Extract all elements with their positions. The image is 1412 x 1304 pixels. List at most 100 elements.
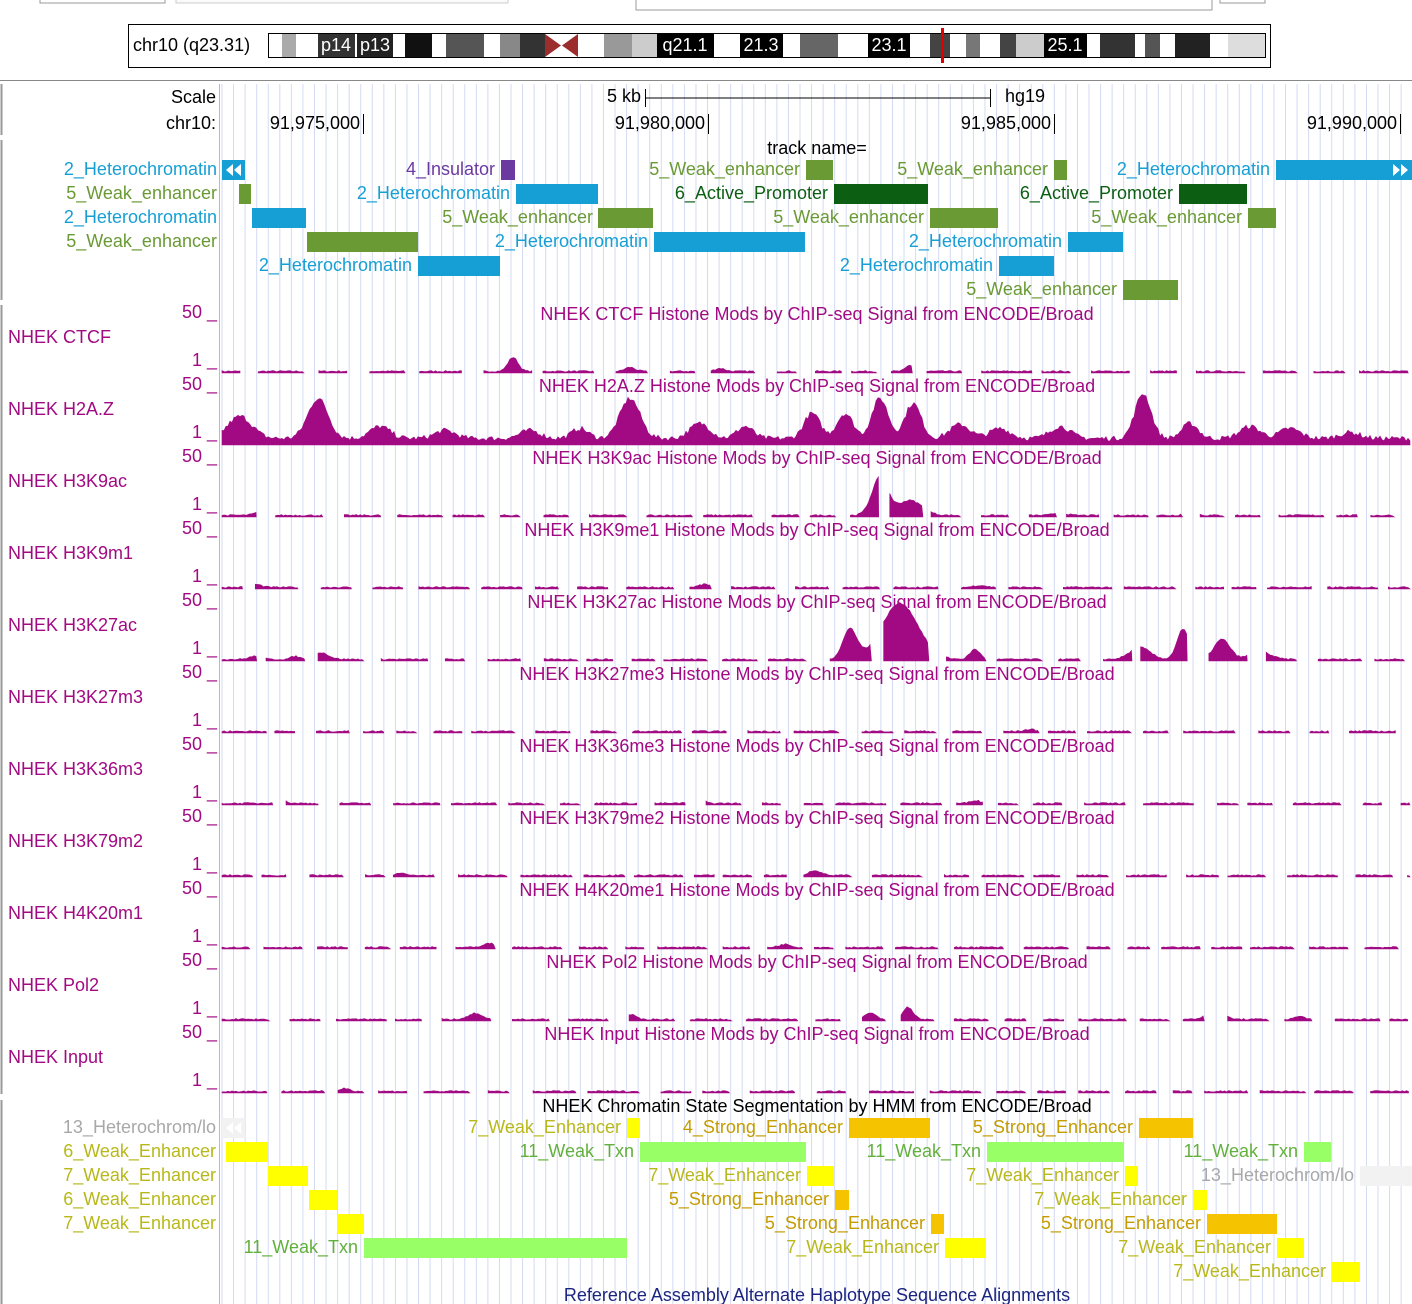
feature-label: 2_Heterochromatin <box>357 183 510 204</box>
signal <box>511 1018 550 1022</box>
signal <box>590 730 618 734</box>
signal <box>365 874 386 878</box>
feature-label: 6_Active_Promoter <box>675 183 828 204</box>
button[interactable] <box>39 0 166 4</box>
signal <box>221 946 251 950</box>
signal <box>1003 728 1040 734</box>
feature-block <box>931 1214 944 1234</box>
signal <box>1195 586 1225 590</box>
axis-min: 1 _ <box>192 638 218 659</box>
feature-block <box>1179 184 1247 204</box>
signal <box>883 602 930 662</box>
feature-block <box>834 184 928 204</box>
feature-block <box>1139 1118 1193 1138</box>
signal <box>586 658 614 662</box>
band <box>657 34 714 57</box>
signal <box>372 586 404 590</box>
signal <box>626 586 675 590</box>
signal <box>1172 1090 1193 1094</box>
signal <box>317 946 348 950</box>
signal <box>380 657 429 662</box>
signal <box>768 658 808 662</box>
axis-min: 1 _ <box>192 782 218 803</box>
feature-block <box>1276 160 1412 180</box>
feature-label: 5_Weak_enhancer <box>66 231 217 252</box>
assembly-label: hg19 <box>1005 86 1045 106</box>
band <box>980 34 1000 57</box>
signal <box>1183 730 1236 734</box>
feature-block <box>516 184 598 204</box>
signal <box>861 1012 887 1022</box>
band <box>282 34 296 57</box>
axis-min: 1 _ <box>192 854 218 875</box>
feature-block <box>226 1142 268 1162</box>
position-box[interactable] <box>635 0 1213 11</box>
track-title: NHEK Chromatin State Segmentation by HMM… <box>542 1096 1091 1116</box>
signal <box>749 1090 796 1094</box>
feature-label: 2_Heterochromatin <box>64 207 217 228</box>
feature-block <box>252 208 306 228</box>
signal <box>851 370 878 374</box>
signal <box>1028 512 1057 518</box>
signal <box>747 730 781 734</box>
signal <box>954 946 1005 950</box>
base-grid <box>221 84 1402 1304</box>
input-box[interactable] <box>175 0 509 4</box>
signal <box>952 730 983 734</box>
signal <box>702 1090 731 1094</box>
signal <box>1355 874 1394 878</box>
feature-block <box>1332 1262 1360 1282</box>
signal <box>763 874 787 878</box>
signal <box>487 1090 510 1094</box>
signal <box>1008 586 1044 590</box>
band <box>520 34 545 57</box>
signal <box>1066 513 1100 518</box>
signal <box>710 367 756 374</box>
signal <box>1247 802 1273 806</box>
feature-label: 5_Strong_Enhancer <box>973 1117 1133 1138</box>
signal <box>1278 514 1325 518</box>
signal <box>285 800 319 806</box>
signal <box>1217 802 1240 806</box>
signal <box>871 874 924 878</box>
feature-label: 13_Heterochrom/lo <box>1201 1165 1354 1186</box>
signal <box>889 493 924 518</box>
button[interactable] <box>1219 0 1266 4</box>
signal <box>835 802 887 806</box>
signal <box>761 802 782 806</box>
track-name: NHEK H3K9ac <box>8 471 127 491</box>
band <box>1175 34 1210 57</box>
feature-label: 11_Weak_Txn <box>867 1141 981 1162</box>
signal <box>221 511 257 518</box>
feature-label: 7_Weak_Enhancer <box>786 1237 939 1258</box>
signal <box>1123 586 1177 590</box>
signal <box>577 586 609 590</box>
signal <box>568 1018 609 1022</box>
signal <box>444 658 466 662</box>
signal <box>890 364 913 374</box>
feature-block <box>598 208 653 228</box>
track-name: NHEK CTCF <box>8 327 111 347</box>
signal <box>508 802 546 806</box>
signal <box>1076 874 1110 878</box>
track-name: NHEK H3K27m3 <box>8 687 143 707</box>
signal <box>996 658 1044 662</box>
signal <box>1327 586 1379 590</box>
chrom-label: chr10: <box>166 113 216 133</box>
signal <box>1125 1090 1157 1094</box>
signal <box>893 586 939 590</box>
signal <box>588 513 628 518</box>
signal <box>633 874 684 878</box>
signal <box>997 802 1019 806</box>
signal <box>221 370 241 374</box>
signal <box>1211 946 1243 950</box>
feature-label: 5_Weak_enhancer <box>1091 207 1242 228</box>
feature-label: 13_Heterochrom/lo <box>63 1117 216 1138</box>
band-label: p14 <box>321 35 351 55</box>
band <box>838 34 868 57</box>
feature-label: 7_Weak_Enhancer <box>63 1213 216 1234</box>
signal <box>1362 802 1383 806</box>
feature-block <box>654 232 805 252</box>
